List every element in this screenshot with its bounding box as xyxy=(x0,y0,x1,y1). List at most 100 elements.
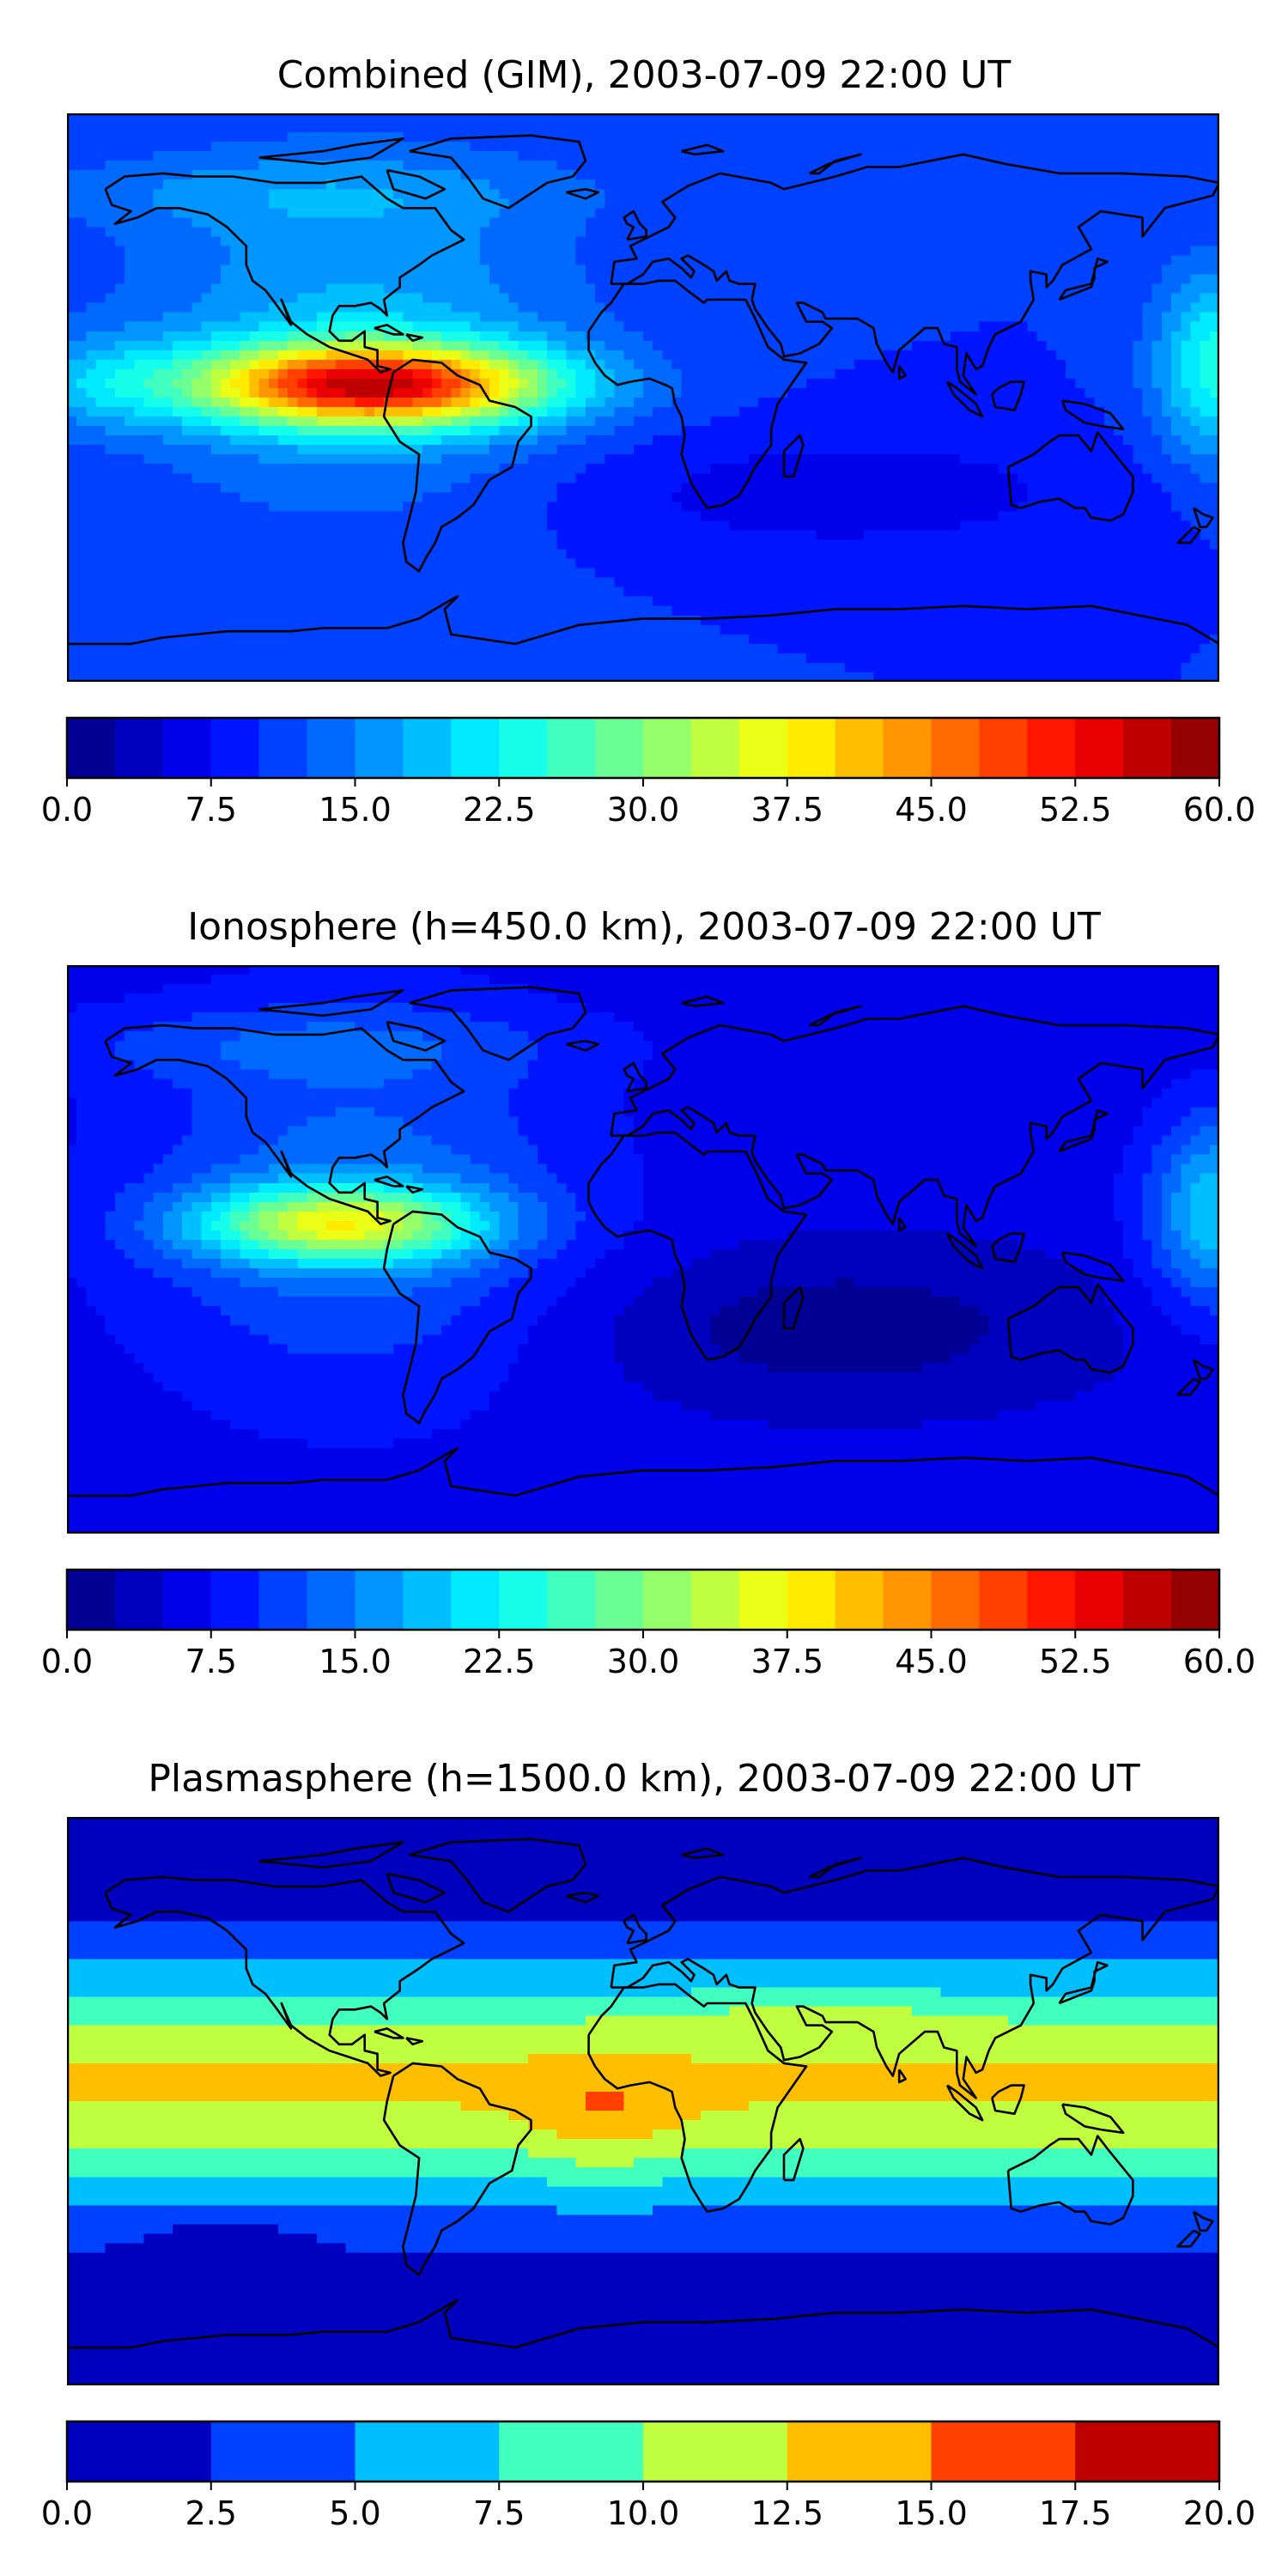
field-cell xyxy=(749,189,759,199)
field-cell xyxy=(1036,492,1048,502)
field-cell xyxy=(921,170,933,180)
field-cell xyxy=(749,227,759,238)
field-cell xyxy=(1181,302,1192,313)
field-cell xyxy=(873,407,884,417)
field-cell xyxy=(1066,142,1076,152)
field-cell xyxy=(969,359,981,370)
field-cell xyxy=(1018,217,1028,228)
field-cell xyxy=(1075,445,1086,455)
field-cell xyxy=(374,170,385,180)
field-cell xyxy=(1123,378,1133,389)
field-cell xyxy=(1084,426,1096,436)
field-cell xyxy=(921,359,933,370)
field-cell xyxy=(960,483,970,493)
field-cell xyxy=(95,464,106,474)
field-cell xyxy=(614,312,625,323)
field-cell xyxy=(143,331,155,342)
field-cell xyxy=(1113,445,1124,455)
field-cell xyxy=(998,464,1009,474)
field-cell xyxy=(998,407,1009,417)
field-cell xyxy=(585,246,596,257)
field-cell xyxy=(854,464,865,474)
field-cell xyxy=(902,387,913,398)
field-cell xyxy=(605,132,616,143)
field-cell xyxy=(489,340,500,351)
field-cell xyxy=(441,179,452,190)
field-cell xyxy=(806,473,817,483)
field-cell xyxy=(1200,274,1211,285)
field-cell xyxy=(125,359,135,370)
field-cell xyxy=(355,359,366,370)
field-cell xyxy=(777,302,788,313)
field-cell xyxy=(729,198,740,209)
field-cell xyxy=(230,293,240,304)
field-cell xyxy=(527,398,538,408)
field-cell xyxy=(355,283,366,295)
field-cell xyxy=(499,142,510,152)
field-cell xyxy=(768,368,779,380)
field-cell xyxy=(1133,236,1144,247)
field-cell xyxy=(67,501,77,512)
field-cell xyxy=(729,227,740,238)
field-cell xyxy=(864,321,874,332)
field-cell xyxy=(1084,132,1096,143)
field-cell xyxy=(258,501,270,512)
field-cell xyxy=(605,378,616,389)
field-cell xyxy=(854,492,865,502)
field-cell xyxy=(220,293,231,304)
field-cell xyxy=(835,445,846,455)
field-cell xyxy=(614,293,625,304)
field-cell xyxy=(1055,445,1066,455)
field-cell xyxy=(1018,198,1028,209)
field-cell xyxy=(873,473,884,483)
field-cell xyxy=(605,312,616,323)
field-cell xyxy=(1007,170,1018,180)
field-cell xyxy=(422,246,433,257)
field-cell xyxy=(518,340,529,351)
field-cell xyxy=(633,483,644,493)
field-cell xyxy=(940,331,951,342)
field-cell xyxy=(806,189,817,199)
field-cell xyxy=(738,349,750,361)
field-cell xyxy=(201,331,212,342)
field-cell xyxy=(595,473,605,483)
field-cell xyxy=(1103,454,1115,465)
field-cell xyxy=(460,368,471,380)
field-cell xyxy=(355,368,366,380)
field-cell xyxy=(307,312,318,323)
field-cell xyxy=(316,113,327,124)
field-cell xyxy=(720,189,731,199)
field-cell xyxy=(67,368,77,380)
field-cell xyxy=(384,236,394,247)
field-cell xyxy=(1103,246,1115,257)
field-cell xyxy=(345,179,356,190)
field-cell xyxy=(940,227,951,238)
field-cell xyxy=(355,132,366,143)
field-cell xyxy=(249,151,260,161)
field-cell xyxy=(441,435,452,446)
field-cell xyxy=(258,464,270,474)
field-cell xyxy=(816,302,827,313)
field-cell xyxy=(67,435,77,446)
field-cell xyxy=(240,189,251,199)
field-cell xyxy=(825,264,836,276)
field-cell xyxy=(796,483,807,493)
field-cell xyxy=(374,349,385,361)
field-cell xyxy=(912,236,922,247)
field-cell xyxy=(345,161,356,171)
field-cell xyxy=(220,132,231,143)
field-cell xyxy=(892,454,903,465)
field-cell xyxy=(969,161,981,171)
field-cell xyxy=(297,151,308,161)
field-cell xyxy=(336,368,346,380)
field-cell xyxy=(575,378,586,389)
field-cell xyxy=(825,368,836,380)
field-cell xyxy=(921,236,933,247)
field-cell xyxy=(191,445,203,455)
field-cell xyxy=(883,349,894,361)
field-cell xyxy=(806,445,817,455)
panel-title-combined: Combined (GIM), 2003-07-09 22:00 UT xyxy=(0,53,1288,97)
field-cell xyxy=(864,123,874,133)
field-cell xyxy=(960,283,970,295)
field-cell xyxy=(566,123,577,133)
